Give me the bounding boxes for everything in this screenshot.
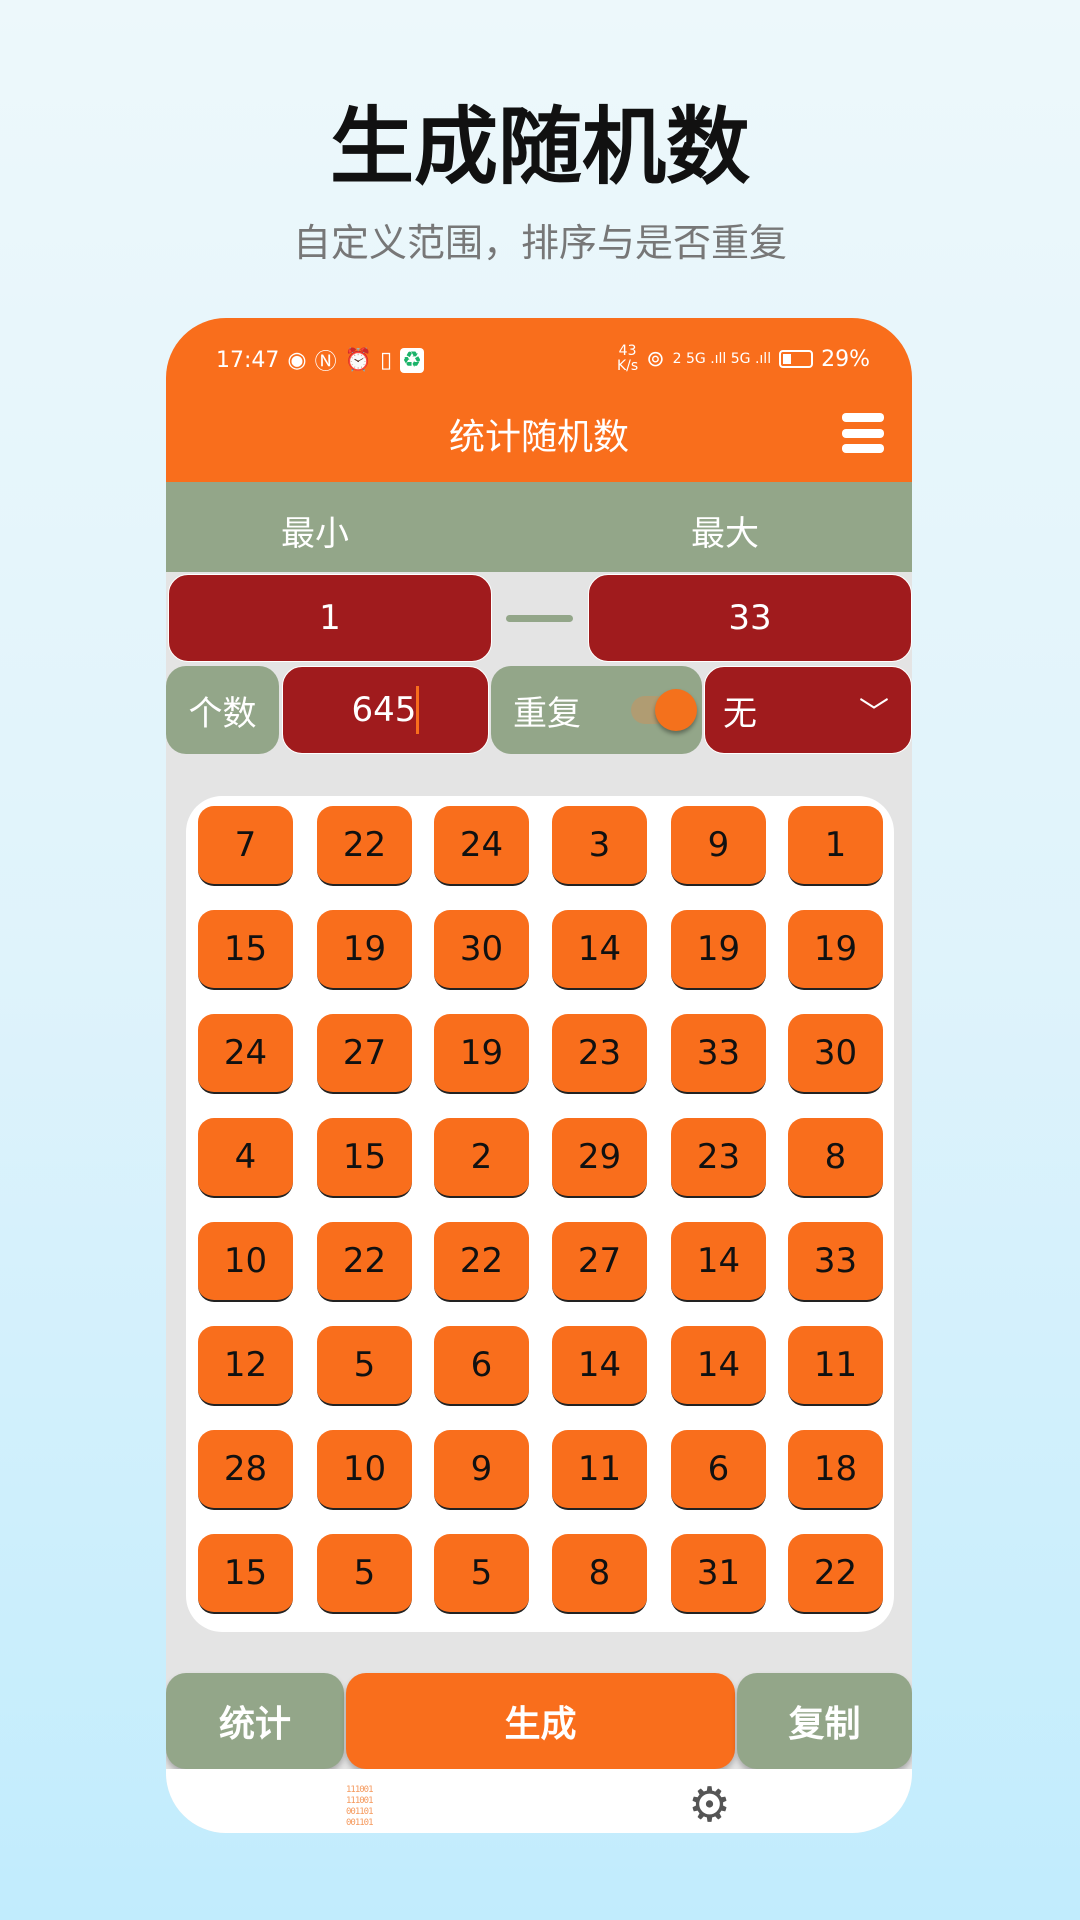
number-cell: 22 xyxy=(788,1534,883,1614)
number-cell: 24 xyxy=(198,1014,293,1094)
status-time: 17:47 xyxy=(216,347,280,373)
battery-icon xyxy=(779,350,814,368)
number-cell: 30 xyxy=(434,910,529,990)
number-cell: 19 xyxy=(788,910,883,990)
max-input[interactable]: 33 xyxy=(588,574,912,662)
number-cell: 24 xyxy=(434,806,529,886)
min-label: 最小 xyxy=(281,514,349,554)
number-cell: 8 xyxy=(552,1534,647,1614)
net-unit: K/s xyxy=(616,358,639,374)
number-cell: 15 xyxy=(317,1118,412,1198)
number-cell: 28 xyxy=(198,1430,293,1510)
number-cell: 7 xyxy=(198,806,293,886)
min-input[interactable]: 1 xyxy=(168,574,492,662)
number-cell: 30 xyxy=(788,1014,883,1094)
number-cell: 14 xyxy=(552,1326,647,1406)
number-cell: 4 xyxy=(198,1118,293,1198)
range-labels-bar: 最小 最大 xyxy=(166,482,912,572)
nav-settings-gear-icon[interactable]: ⚙ xyxy=(688,1777,732,1833)
number-cell: 5 xyxy=(434,1534,529,1614)
number-cell: 23 xyxy=(671,1118,766,1198)
stats-button[interactable]: 统计 xyxy=(166,1673,344,1769)
number-cell: 19 xyxy=(434,1014,529,1094)
app-notification-icon: ♻ xyxy=(400,347,424,373)
net-speed: 43 xyxy=(618,343,637,359)
range-dash xyxy=(506,615,573,622)
app-title: 统计随机数 xyxy=(448,417,629,458)
number-cell: 27 xyxy=(317,1014,412,1094)
number-cell: 19 xyxy=(671,910,766,990)
number-cell: 11 xyxy=(552,1430,647,1510)
count-value: 645 xyxy=(351,690,417,730)
copy-button[interactable]: 复制 xyxy=(737,1673,912,1769)
number-cell: 23 xyxy=(552,1014,647,1094)
status-bar-right: 43 K/s ⊚ 2 5G .ıll 5G .ıll 29% xyxy=(617,344,870,374)
bottom-nav: 111001 111001 001101 001101 ⚙ xyxy=(166,1769,912,1833)
generate-button[interactable]: 生成 xyxy=(346,1673,735,1769)
number-cell: 22 xyxy=(434,1222,529,1302)
number-cell: 9 xyxy=(671,806,766,886)
signal-icon: 2 5G .ıll 5G .ıll xyxy=(672,351,772,367)
count-label: 个数 xyxy=(166,666,279,754)
number-cell: 10 xyxy=(198,1222,293,1302)
number-cell: 9 xyxy=(434,1430,529,1510)
phone-screen: 17:47 ◉ Ⓝ ⏰ ▯ ♻ 43 K/s ⊚ 2 5G .ıll 5G .ıl… xyxy=(166,318,912,1833)
chevron-down-icon: ﹀ xyxy=(859,696,889,731)
number-cell: 12 xyxy=(198,1326,293,1406)
hotspot-icon: ⊚ xyxy=(646,346,665,372)
number-cell: 33 xyxy=(788,1222,883,1302)
number-cell: 14 xyxy=(671,1222,766,1302)
number-cell: 18 xyxy=(788,1430,883,1510)
sort-selected: 无 xyxy=(723,693,757,734)
number-cell: 8 xyxy=(788,1118,883,1198)
count-input[interactable]: 645 xyxy=(282,666,489,754)
number-cell: 14 xyxy=(552,910,647,990)
number-cell: 2 xyxy=(434,1118,529,1198)
number-cell: 6 xyxy=(434,1326,529,1406)
nfc-icon: Ⓝ xyxy=(314,350,337,375)
number-cell: 15 xyxy=(198,910,293,990)
number-cell: 10 xyxy=(317,1430,412,1510)
vibrate-icon: ▯ xyxy=(380,347,393,373)
repeat-control: 重复 xyxy=(491,666,702,754)
repeat-toggle-thumb[interactable] xyxy=(655,689,697,731)
number-cell: 1 xyxy=(788,806,883,886)
results-card: 7 22 24 3 9 1 15 19 30 14 19 19 24 27 19 23 33 30 4 15 2 29 23… xyxy=(186,796,894,1632)
menu-icon[interactable] xyxy=(842,413,884,453)
number-cell: 6 xyxy=(671,1430,766,1510)
number-cell: 22 xyxy=(317,806,412,886)
number-cell: 33 xyxy=(671,1014,766,1094)
number-cell: 15 xyxy=(198,1534,293,1614)
promo-subtitle: 自定义范围，排序与是否重复 xyxy=(292,221,787,265)
text-cursor xyxy=(416,686,420,734)
number-cell: 5 xyxy=(317,1534,412,1614)
number-cell: 27 xyxy=(552,1222,647,1302)
number-cell: 29 xyxy=(552,1118,647,1198)
alarm-icon: ⏰ xyxy=(344,347,373,373)
battery-percent: 29% xyxy=(821,346,870,372)
app-header: 17:47 ◉ Ⓝ ⏰ ▯ ♻ 43 K/s ⊚ 2 5G .ıll 5G .ıl… xyxy=(166,318,912,482)
status-bar-left: 17:47 ◉ Ⓝ ⏰ ▯ ♻ xyxy=(216,344,424,376)
number-cell: 11 xyxy=(788,1326,883,1406)
eye-icon: ◉ xyxy=(287,347,307,373)
number-cell: 14 xyxy=(671,1326,766,1406)
number-cell: 5 xyxy=(317,1326,412,1406)
number-cell: 3 xyxy=(552,806,647,886)
max-label: 最大 xyxy=(691,514,759,554)
sort-dropdown[interactable]: 无 ﹀ xyxy=(704,666,912,754)
number-cell: 31 xyxy=(671,1534,766,1614)
number-cell: 22 xyxy=(317,1222,412,1302)
promo-title: 生成随机数 xyxy=(329,98,750,196)
repeat-label: 重复 xyxy=(513,693,581,734)
nav-random-icon[interactable]: 111001 111001 001101 001101 xyxy=(346,1785,374,1828)
number-cell: 19 xyxy=(317,910,412,990)
